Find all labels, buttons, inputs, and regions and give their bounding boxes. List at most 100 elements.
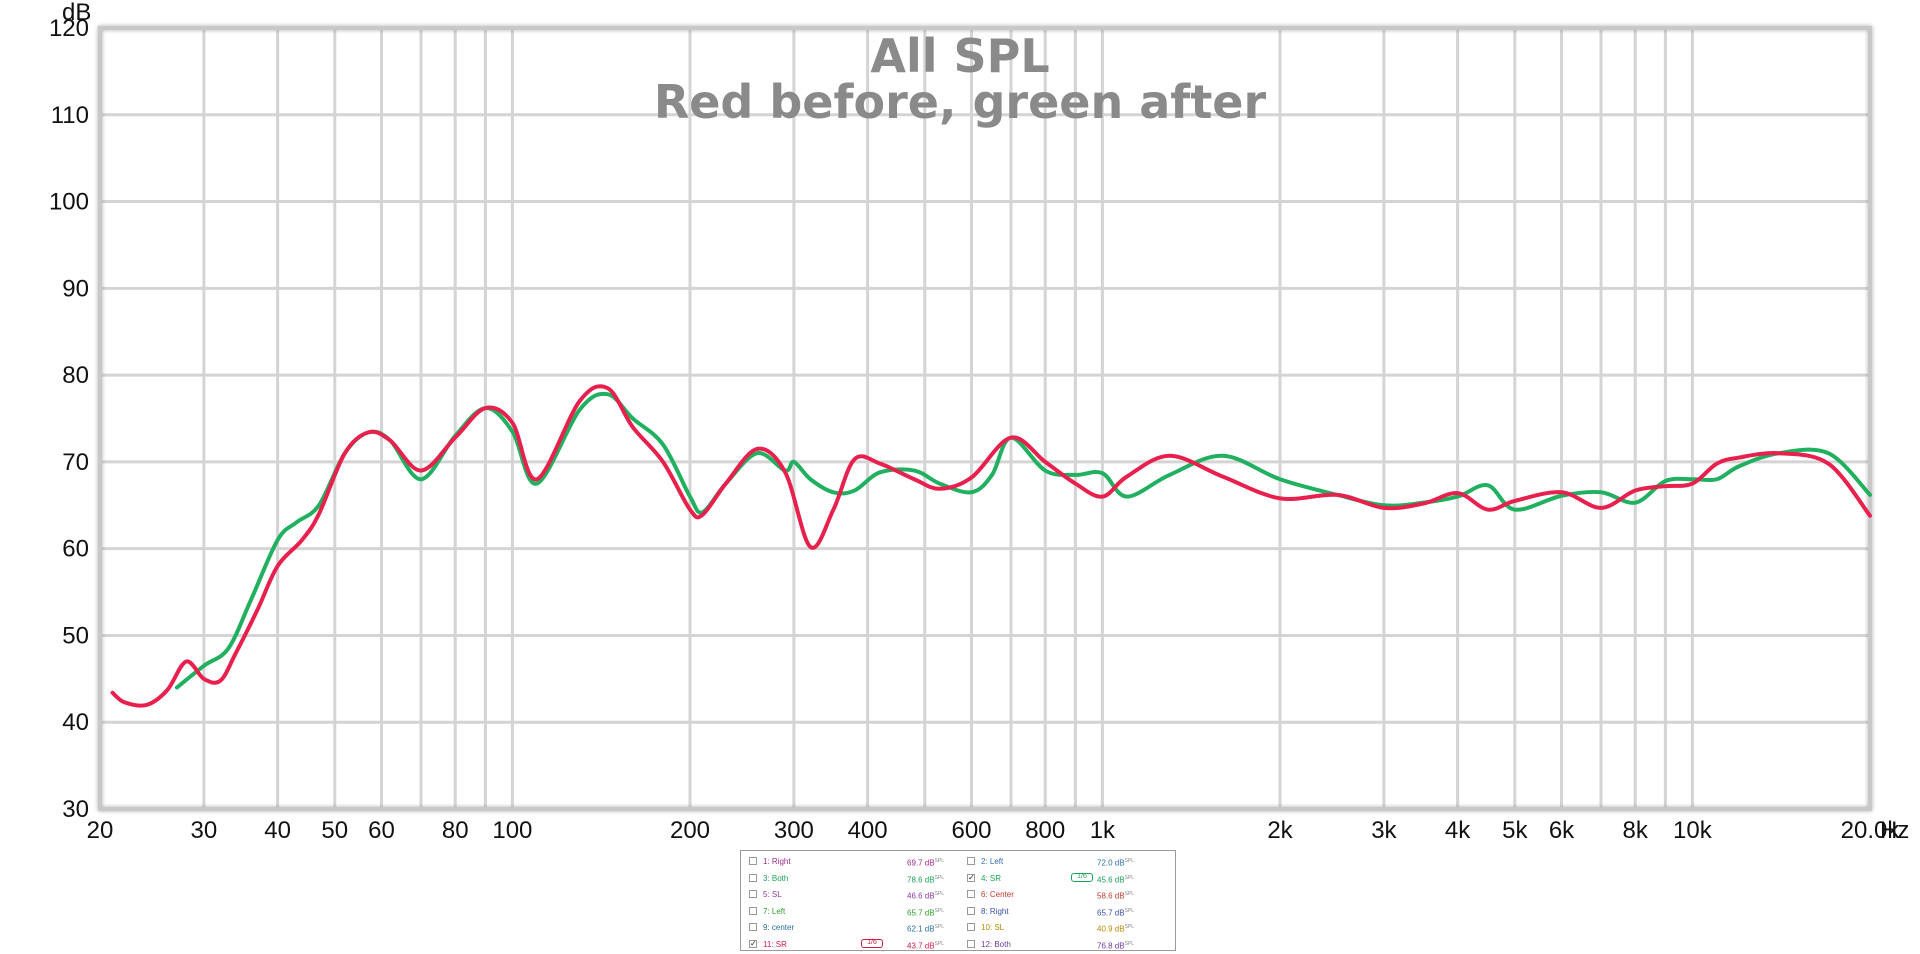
legend-item[interactable]: 8: Right 65.7 dBSPL [967,904,1172,919]
x-axis-unit: Hz [1880,817,1909,844]
x-tick-label: 20 [87,817,114,844]
legend-item[interactable]: ✓ 11: SR 1/6 43.7 dBSPL [749,937,954,952]
y-tick-label: 40 [62,709,89,736]
y-tick-label: 90 [62,275,89,302]
legend-value: 65.7 dBSPL [907,907,945,918]
x-tick-label: 5k [1502,817,1528,844]
x-tick-label: 400 [848,817,888,844]
legend-value: 72.0 dBSPL [1097,858,1135,868]
x-tick-label: 1k [1090,817,1116,844]
legend-checkbox[interactable] [967,890,975,898]
x-tick-label: 80 [442,817,469,844]
legend-checkbox[interactable] [967,857,975,865]
legend-checkbox[interactable] [967,906,975,915]
legend-label: 8: Right [981,906,1009,916]
legend-value: 69.7 dBSPL [907,858,945,868]
legend-checkbox[interactable]: ✓ [967,872,975,882]
x-tick-label: 50 [321,817,348,844]
legend-item[interactable]: 1: Right 69.7 dBSPL [749,854,954,869]
legend-unit: SPL [1124,891,1135,897]
x-tick-label: 800 [1025,817,1065,844]
legend-checkbox[interactable]: ✓ [749,938,757,948]
plot-frame [98,26,1872,811]
legend-value: 78.6 dBSPL [907,874,945,885]
chart-subtitle: Red before, green after [654,75,1267,129]
legend-smoothing-swatch[interactable]: 1/6 [861,938,883,948]
x-axis-ticks: 20 30 40 50 60 80 100 200 300 400 600 800 1k 2k 3k 4k 5k… [87,817,1901,844]
y-tick-label: 80 [62,362,89,389]
legend-value: 40.9 dBSPL [1097,924,1135,934]
legend-unit: SPL [1124,874,1135,881]
series-layer [110,384,1872,708]
legend-unit: SPL [1124,858,1135,864]
legend-unit: SPL [1124,907,1135,914]
legend-unit: SPL [934,858,945,864]
measurement-legend: 1: Right 69.7 dBSPL 2: Left 72.0 dBSPL 3: Bo… [740,850,1176,951]
x-tick-label: 10k [1673,817,1713,844]
legend-item[interactable]: ✓ 4: SR 1/6 45.6 dBSPL [967,871,1172,886]
legend-value: 46.6 dBSPL [907,891,945,901]
chart-title: All SPL [870,29,1049,83]
legend-label: 10: SL [981,923,1005,932]
legend-value: 76.8 dBSPL [1097,940,1135,951]
series-line-red [110,384,1872,708]
legend-value: 43.7 dBSPL [907,940,945,951]
legend-item[interactable]: 10: SL 40.9 dBSPL [967,920,1172,935]
legend-label: 12: Both [981,939,1011,949]
legend-unit: SPL [934,891,945,897]
legend-value: 62.1 dBSPL [907,924,945,934]
legend-item[interactable]: 3: Both 78.6 dBSPL [749,871,954,886]
x-tick-label: 600 [951,817,991,844]
legend-label: 4: SR [981,873,1002,883]
legend-label: 7: Left [763,906,786,916]
legend-checkbox[interactable] [749,857,757,865]
legend-unit: SPL [934,874,945,881]
legend-checkbox[interactable] [749,890,757,898]
legend-label: 2: Left [981,857,1004,866]
legend-value: 45.6 dBSPL [1097,874,1135,885]
legend-unit: SPL [1124,924,1135,930]
x-tick-label: 40 [264,817,291,844]
spl-chart: All SPL Red before, green after 30 40 50 60… [49,0,1909,844]
x-tick-label: 6k [1549,817,1575,844]
legend-checkbox[interactable] [967,923,975,931]
legend-item[interactable]: 2: Left 72.0 dBSPL [967,854,1172,869]
legend-label: 11: SR [763,939,787,949]
legend-checkbox[interactable] [749,906,757,915]
x-tick-label: 8k [1623,817,1649,844]
y-tick-label: 100 [49,189,89,216]
y-tick-label: 30 [62,796,89,823]
legend-item[interactable]: 5: SL 46.6 dBSPL [749,887,954,902]
x-tick-label: 300 [774,817,814,844]
legend-value: 58.6 dBSPL [1097,891,1135,901]
plot-background [100,28,1870,809]
legend-label: 6: Center [981,890,1014,899]
y-tick-label: 50 [62,622,89,649]
legend-unit: SPL [934,907,945,914]
x-tick-label: 60 [368,817,395,844]
legend-smoothing-swatch[interactable]: 1/6 [1071,872,1093,882]
legend-item[interactable]: 7: Left 65.7 dBSPL [749,904,954,919]
legend-label: 3: Both [763,873,789,883]
y-axis-ticks: 30 40 50 60 70 80 90 100 110 120 [49,15,89,823]
legend-item[interactable]: 12: Both 76.8 dBSPL [967,937,1172,952]
legend-checkbox[interactable] [749,873,757,882]
legend-item[interactable]: 9: center 62.1 dBSPL [749,920,954,935]
legend-label: 5: SL [763,890,782,899]
x-tick-label: 4k [1445,817,1471,844]
legend-label: 1: Right [763,857,791,866]
x-tick-label: 3k [1371,817,1397,844]
legend-unit: SPL [934,924,945,930]
legend-unit: SPL [934,940,945,947]
y-tick-label: 70 [62,449,89,476]
y-tick-label: 110 [51,102,89,129]
legend-item[interactable]: 6: Center 58.6 dBSPL [967,887,1172,902]
x-tick-label: 100 [492,817,532,844]
legend-checkbox[interactable] [967,939,975,948]
legend-checkbox[interactable] [749,923,757,931]
legend-unit: SPL [1124,940,1135,947]
y-tick-label: 120 [49,15,89,42]
x-tick-label: 2k [1267,817,1293,844]
x-tick-label: 200 [670,817,710,844]
x-tick-label: 30 [191,817,218,844]
